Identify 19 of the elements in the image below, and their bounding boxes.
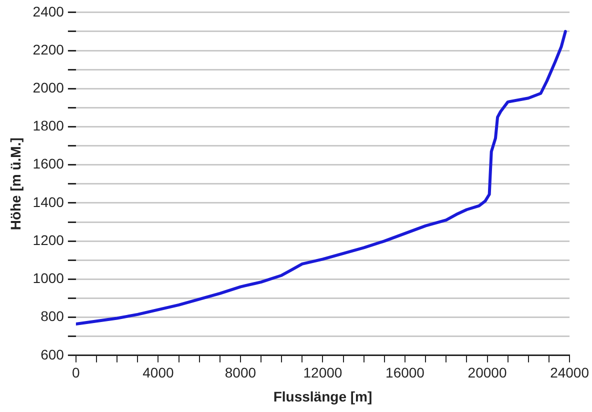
y-axis-title: Höhe [m ü.M.]	[7, 138, 24, 230]
x-tick-label: 4000	[142, 364, 174, 381]
y-tick-label: 800	[40, 308, 64, 324]
x-tick-label: 16000	[386, 364, 425, 381]
x-tick-label: 0	[72, 364, 80, 381]
x-tick-label: 24000	[550, 364, 590, 381]
x-tick-label: 8000	[224, 364, 256, 381]
y-tick-label: 600	[40, 346, 64, 362]
y-tick-label: 1400	[32, 194, 64, 210]
y-tick-label: 2200	[32, 41, 64, 58]
y-tick-label: 2000	[32, 79, 64, 96]
y-tick-label: 2400	[32, 3, 64, 20]
y-tick-label: 1200	[32, 232, 64, 248]
y-tick-label: 1000	[32, 270, 64, 286]
x-axis-title: Flusslänge [m]	[273, 388, 372, 404]
x-tick-label: 20000	[468, 364, 507, 381]
y-tick-label: 1600	[32, 156, 64, 172]
x-tick-label: 12000	[303, 364, 342, 381]
y-tick-label: 1800	[32, 118, 64, 134]
